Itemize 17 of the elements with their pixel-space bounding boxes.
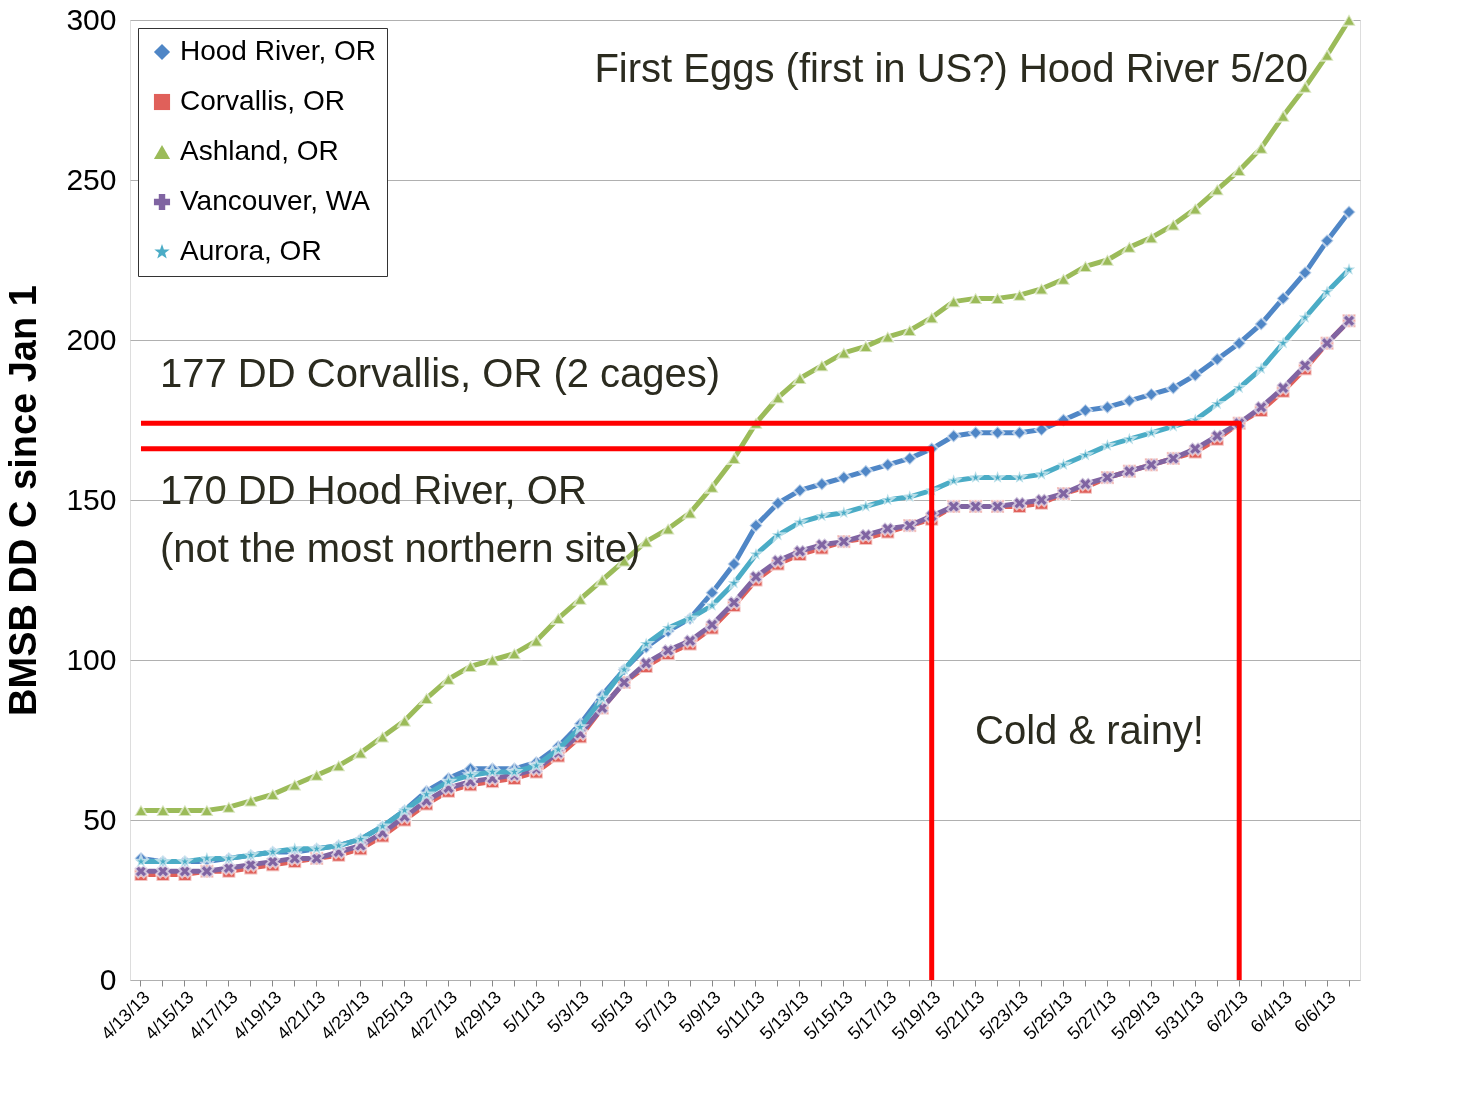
y-tick-label: 150 [66, 482, 117, 516]
y-tick-label: 300 [66, 2, 117, 36]
y-tick-label: 0 [99, 962, 117, 996]
y-tick-label: 50 [83, 802, 117, 836]
annotation: 177 DD Corvallis, OR (2 cages) [160, 351, 721, 395]
y-tick-label: 200 [66, 322, 117, 356]
annotation: First Eggs (first in US?) Hood River 5/20 [594, 46, 1308, 90]
annotation: Cold & rainy! [975, 708, 1204, 752]
legend-label: Aurora, OR [180, 235, 322, 266]
y-axis-title: BMSB DD C since Jan 1 [2, 285, 45, 716]
y-tick-label: 250 [66, 162, 117, 196]
legend-label: Corvallis, OR [180, 85, 345, 116]
y-tick-label: 100 [66, 642, 117, 676]
legend-label: Vancouver, WA [180, 185, 371, 216]
legend-label: Ashland, OR [180, 135, 339, 166]
annotation: 170 DD Hood River, OR (not the most northern site) [160, 468, 641, 570]
legend-label: Hood River, OR [180, 35, 377, 66]
